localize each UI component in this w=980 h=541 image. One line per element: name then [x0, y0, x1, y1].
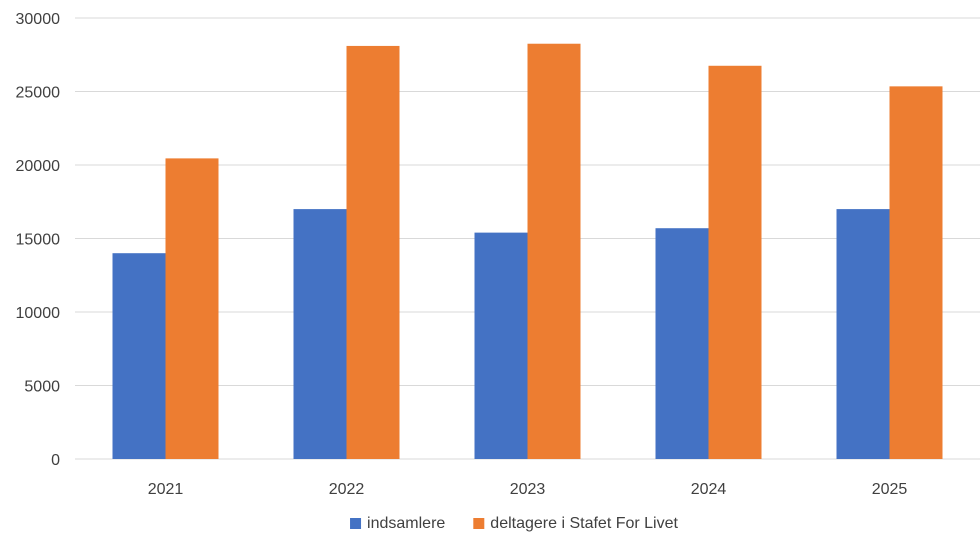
bars: [112, 43, 943, 460]
y-tick-label: 15000: [16, 232, 61, 249]
legend-swatch-deltagere: [473, 518, 485, 529]
y-axis-ticks: 0 5000 10000 15000 20000 25000 30000: [16, 11, 61, 469]
y-tick-label: 5000: [24, 379, 60, 396]
x-tick-label: 2025: [872, 481, 908, 498]
x-tick-label: 2024: [691, 481, 727, 498]
bar-indsamlere-2023: [474, 232, 528, 459]
x-axis-ticks: 2021 2022 2023 2024 2025: [148, 481, 908, 498]
bar-indsamlere-2021: [112, 253, 166, 459]
bar-indsamlere-2025: [836, 209, 890, 459]
y-tick-label: 30000: [16, 11, 61, 28]
bar-deltagere-2025: [889, 86, 943, 459]
x-tick-label: 2023: [510, 481, 546, 498]
y-tick-label: 20000: [16, 158, 61, 175]
bar-deltagere-2021: [165, 158, 219, 459]
legend: indsamlere deltagere i Stafet For Livet: [350, 515, 679, 532]
bar-indsamlere-2022: [293, 209, 347, 459]
legend-label-deltagere: deltagere i Stafet For Livet: [490, 515, 678, 532]
legend-swatch-indsamlere: [350, 518, 362, 529]
y-tick-label: 10000: [16, 305, 61, 322]
y-tick-label: 0: [51, 452, 60, 469]
y-tick-label: 25000: [16, 85, 61, 102]
bar-deltagere-2023: [527, 43, 581, 459]
x-tick-label: 2021: [148, 481, 184, 498]
x-tick-label: 2022: [329, 481, 365, 498]
bar-deltagere-2024: [708, 65, 762, 460]
bar-indsamlere-2024: [655, 228, 709, 459]
legend-label-indsamlere: indsamlere: [367, 515, 445, 532]
bar-deltagere-2022: [346, 45, 400, 460]
